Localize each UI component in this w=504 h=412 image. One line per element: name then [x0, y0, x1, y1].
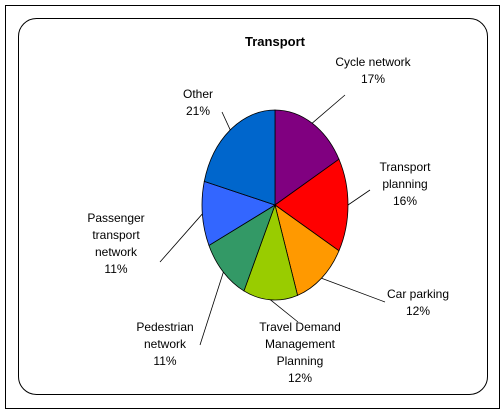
leader-line [311, 94, 346, 124]
value-label: 11% [104, 262, 128, 276]
category-label: Travel Demand Management Planning [259, 320, 341, 368]
leader-line [321, 277, 386, 303]
value-label: 21% [185, 104, 211, 118]
category-label: Pedestrian network [136, 320, 194, 351]
slice-label: Passenger transport network 11% [76, 210, 156, 278]
category-label: Transport planning [379, 160, 431, 191]
value-label: 12% [405, 304, 431, 318]
pie-slice [274, 109, 340, 206]
slice-label: Other 21% [170, 86, 226, 120]
outer-frame [5, 5, 500, 409]
pie-slice [274, 158, 349, 252]
value-label: 16% [392, 194, 418, 208]
category-label: Other [182, 87, 213, 101]
pie-slice [208, 204, 276, 292]
leader-line [347, 189, 371, 206]
slice-label: Travel Demand Management Planning 12% [250, 319, 350, 387]
leader-line [159, 213, 203, 263]
pie-slice [243, 203, 299, 301]
pie-slice [274, 204, 340, 296]
leader-line [199, 272, 224, 346]
slice-label: Cycle network 17% [318, 54, 428, 88]
slice-label: Pedestrian network 11% [130, 319, 200, 370]
value-label: 17% [360, 72, 386, 86]
category-label: Cycle network [335, 55, 411, 69]
leader-line [221, 111, 231, 131]
value-label: 11% [153, 354, 177, 368]
leader-line [270, 299, 299, 323]
value-label: 12% [287, 371, 313, 385]
slice-label: Car parking 12% [378, 286, 458, 320]
chart-title: Transport [245, 34, 305, 49]
category-label: Car parking [386, 287, 450, 301]
category-label: Passenger transport network [87, 211, 145, 259]
slice-label: Transport planning 16% [370, 159, 440, 210]
pie-slice [201, 180, 276, 247]
